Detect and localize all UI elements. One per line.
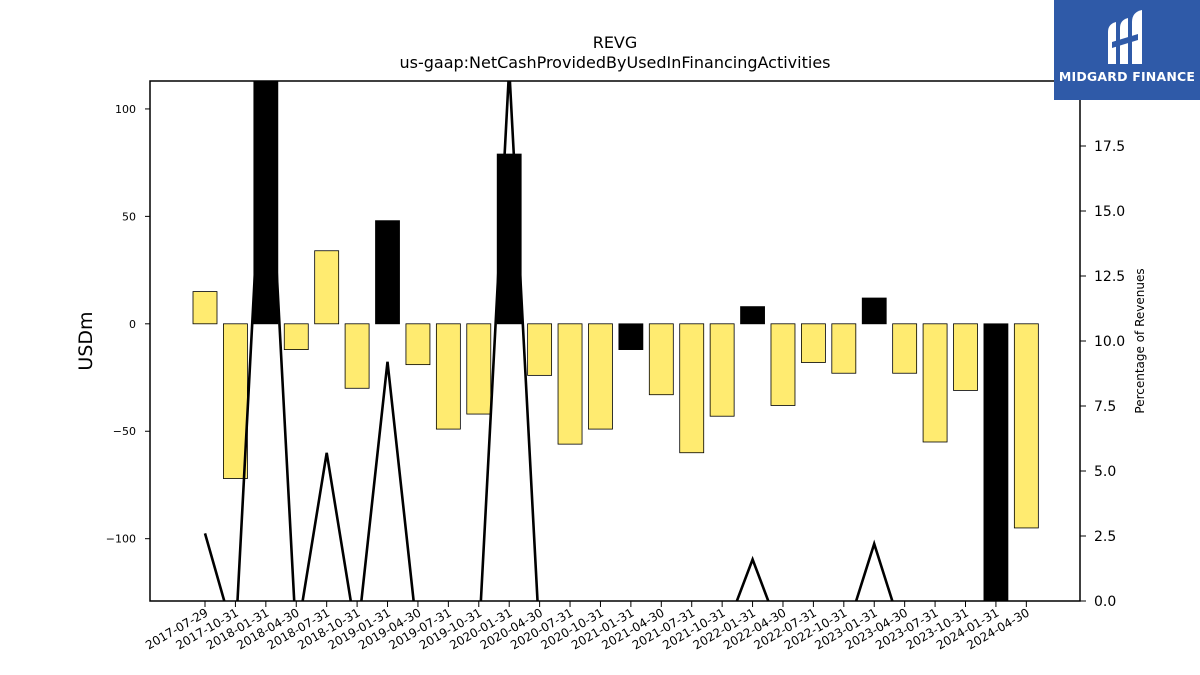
bar <box>892 323 918 374</box>
y-tick-label: 0 <box>129 318 136 331</box>
bar <box>466 323 492 415</box>
logo-mark-icon <box>1108 10 1142 64</box>
bar <box>283 323 309 350</box>
bar <box>375 220 400 325</box>
chart-subtitle: us-gaap:NetCashProvidedByUsedInFinancing… <box>399 53 830 72</box>
line-group <box>203 81 894 601</box>
y2-tick-label: 2.5 <box>1094 529 1116 545</box>
y2-tick-label: 12.5 <box>1094 269 1125 285</box>
y2-tick-label: 7.5 <box>1094 399 1116 415</box>
bar <box>861 297 887 325</box>
y2-tick-label: 5.0 <box>1094 464 1116 480</box>
y2-tick-label: 15.0 <box>1094 204 1125 220</box>
y2-tick-label: 0.0 <box>1094 594 1116 610</box>
bar <box>527 323 553 376</box>
y-axis-left: 100 50 0 −50 −100 <box>106 103 150 546</box>
bar <box>922 323 948 443</box>
bar <box>709 323 735 417</box>
bar <box>344 323 370 389</box>
bar <box>192 291 218 325</box>
bar <box>953 323 978 391</box>
y2-tick-label: 17.5 <box>1094 139 1125 155</box>
bar <box>588 323 613 430</box>
bar <box>831 323 857 374</box>
y-tick-label: 100 <box>115 103 136 116</box>
bar <box>801 323 826 363</box>
logo-text: MIDGARD FINANCE <box>1058 69 1196 84</box>
bar <box>557 323 583 445</box>
midgard-finance-logo: MIDGARD FINANCE <box>1054 0 1200 100</box>
y2-tick-label: 10.0 <box>1094 334 1125 350</box>
y-axis-right: 0.02.55.07.510.012.515.017.520.0 <box>1080 74 1125 610</box>
bar <box>679 323 705 454</box>
bars-group <box>192 81 1039 601</box>
bar <box>1013 323 1039 529</box>
bar <box>648 323 674 396</box>
bar <box>314 250 340 325</box>
bar <box>223 323 248 479</box>
y-axis-label: USDm <box>75 311 97 370</box>
bar <box>983 323 1009 601</box>
y-tick-label: −50 <box>113 425 136 438</box>
chart-title: REVG <box>593 33 638 52</box>
y-tick-label: 50 <box>122 210 136 223</box>
percentage-line <box>203 81 894 601</box>
bar <box>740 306 765 325</box>
bar <box>770 323 796 406</box>
x-axis: 2017-07-292017-10-312018-01-312018-04-30… <box>143 601 1032 652</box>
bar <box>405 323 431 366</box>
bar <box>435 323 461 430</box>
bar <box>618 323 644 350</box>
y-tick-label: −100 <box>106 533 136 546</box>
y2-axis-label: Percentage of Revenues <box>1133 268 1147 413</box>
